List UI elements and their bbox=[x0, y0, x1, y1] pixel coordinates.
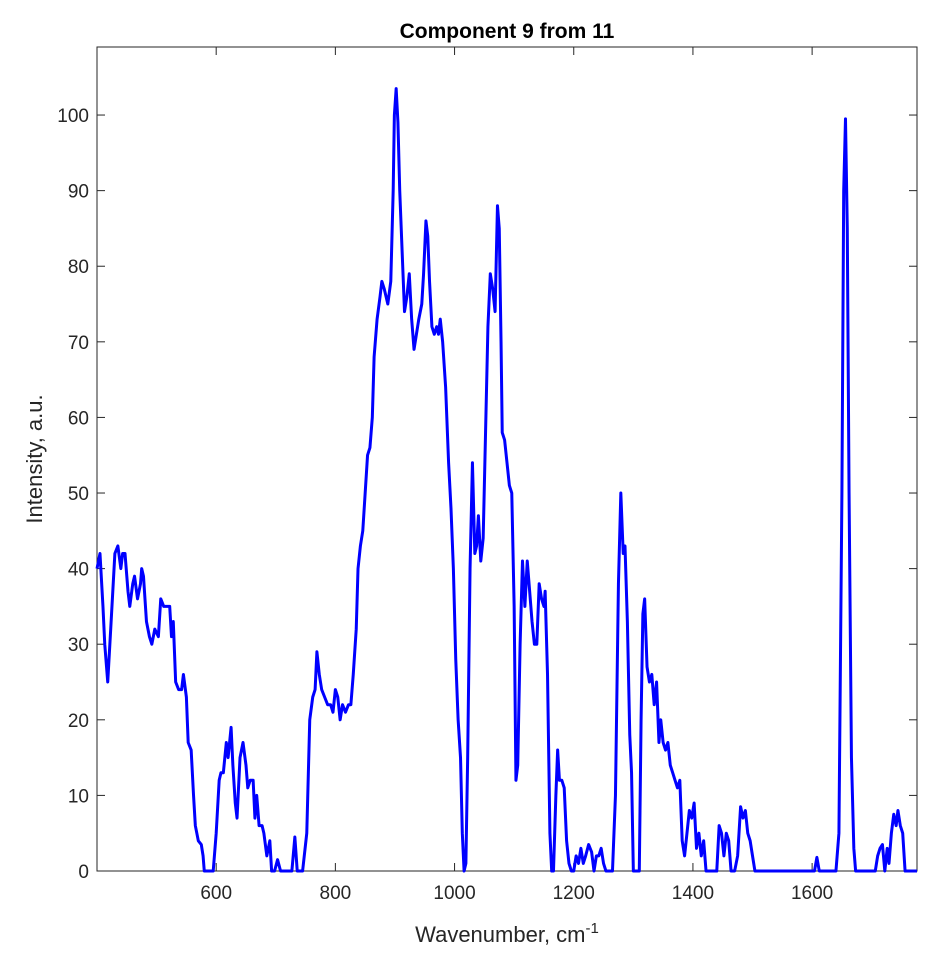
x-tick-label: 1000 bbox=[433, 883, 475, 904]
y-tick-label: 0 bbox=[78, 862, 89, 883]
y-tick-label: 80 bbox=[68, 257, 89, 278]
y-axis-label: Intensity, a.u. bbox=[22, 394, 47, 523]
x-tick-label: 800 bbox=[320, 883, 352, 904]
chart-title: Component 9 from 11 bbox=[400, 20, 615, 43]
y-tick-label: 50 bbox=[68, 484, 89, 505]
x-label-text: Wavenumber, cm bbox=[415, 922, 585, 947]
y-tick-label: 20 bbox=[68, 711, 89, 732]
y-tick-label: 90 bbox=[68, 182, 89, 203]
x-tick-label: 1400 bbox=[672, 883, 714, 904]
y-tick-label: 60 bbox=[68, 408, 89, 429]
plot-frame bbox=[96, 46, 918, 872]
y-tick-label: 30 bbox=[68, 635, 89, 656]
x-axis-label: Wavenumber, cm-1 bbox=[415, 920, 599, 947]
data-line bbox=[95, 87, 917, 873]
x-label-superscript: -1 bbox=[586, 920, 599, 937]
x-tick-label: 600 bbox=[200, 883, 232, 904]
x-tick-label: 1600 bbox=[791, 883, 833, 904]
y-tick-label: 10 bbox=[68, 786, 89, 807]
y-tick-label: 100 bbox=[57, 106, 89, 127]
y-tick-label: 40 bbox=[68, 560, 89, 581]
x-tick-label: 1200 bbox=[553, 883, 595, 904]
y-tick-label: 70 bbox=[68, 333, 89, 354]
